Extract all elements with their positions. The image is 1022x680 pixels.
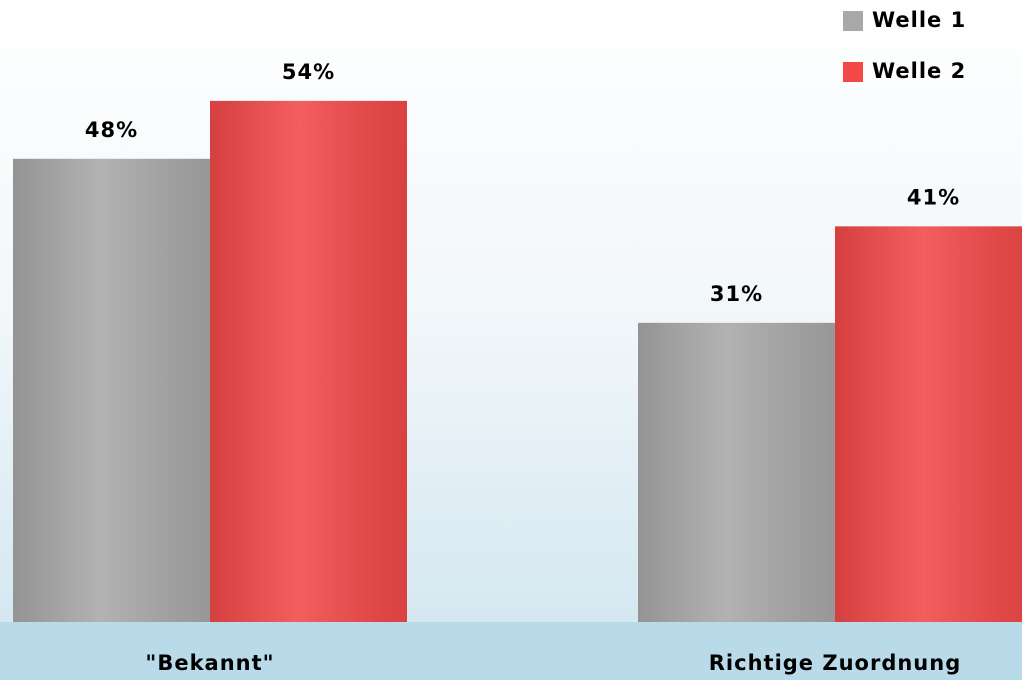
bar-shade: [638, 322, 835, 622]
value-label: 41%: [907, 185, 960, 209]
legend-swatch: [843, 11, 863, 31]
x-tick-label: Richtige Zuordnung: [709, 651, 961, 675]
x-tick-label: "Bekannt": [145, 651, 274, 675]
bar-shade: [835, 226, 1022, 622]
bar-shade: [13, 158, 210, 623]
value-label: 48%: [85, 118, 138, 142]
value-label: 54%: [282, 60, 335, 84]
bar-shade: [210, 100, 407, 622]
category-band: [0, 622, 1022, 680]
legend-label: Welle 2: [872, 59, 966, 83]
legend-label: Welle 1: [872, 8, 966, 32]
value-label: 31%: [710, 282, 763, 306]
legend-swatch: [843, 62, 863, 82]
